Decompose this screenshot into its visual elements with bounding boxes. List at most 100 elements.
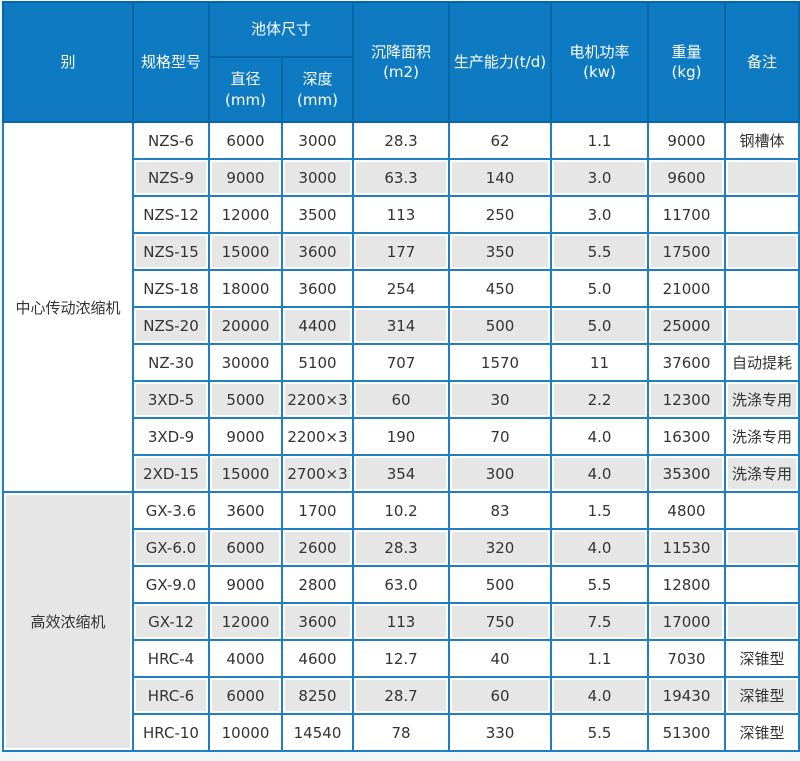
cell-remark — [724, 528, 800, 567]
header-line: 备注 — [747, 52, 778, 71]
col-header-settling-area: 沉降面积 (m2) — [352, 1, 451, 123]
cell-model: 3XD-9 — [132, 417, 210, 456]
cell-weight: 25000 — [647, 306, 727, 345]
table-row: NZS-18 18000 3600 254 450 5.0 21000 — [3, 269, 800, 308]
cell-depth: 8250 — [280, 676, 355, 715]
cell-motor-power: 2.2 — [550, 380, 650, 419]
cell-model: NZS-6 — [132, 121, 210, 160]
cell-remark: 洗涤专用 — [724, 454, 800, 493]
cell-motor-power: 5.0 — [550, 306, 650, 345]
header-line: 沉降面积 — [371, 42, 432, 61]
cell-weight: 11700 — [647, 195, 727, 234]
cell-model: GX-9.0 — [132, 565, 210, 604]
cell-capacity: 83 — [448, 491, 553, 530]
cell-model: GX-3.6 — [132, 491, 210, 530]
cell-weight: 37600 — [647, 343, 727, 382]
header-line: (mm) — [225, 90, 266, 109]
category-cell: 中心传动浓缩机 — [2, 121, 134, 493]
cell-motor-power: 1.1 — [550, 639, 650, 678]
cell-remark — [724, 269, 800, 308]
table-row: 3XD-9 9000 2200×3 190 70 4.0 16300 洗涤专用 — [3, 417, 800, 456]
cell-motor-power: 3.0 — [550, 195, 650, 234]
table-row: GX-6.0 6000 2600 28.3 320 4.0 11530 — [3, 528, 800, 567]
cell-settling-area: 314 — [352, 306, 451, 345]
cell-motor-power: 11 — [550, 343, 650, 382]
cell-depth: 14540 — [280, 713, 355, 752]
cell-diameter: 12000 — [208, 195, 283, 234]
cell-diameter: 9000 — [208, 565, 283, 604]
cell-capacity: 300 — [448, 454, 553, 493]
cell-weight: 16300 — [647, 417, 727, 456]
col-header-model: 规格型号 — [132, 1, 210, 123]
cell-remark: 深锥型 — [724, 639, 800, 678]
cell-diameter: 4000 — [208, 639, 283, 678]
header-line: (kw) — [583, 63, 616, 81]
cell-depth: 4600 — [280, 639, 355, 678]
cell-diameter: 12000 — [208, 602, 283, 641]
cell-settling-area: 707 — [352, 343, 451, 382]
cell-settling-area: 28.7 — [352, 676, 451, 715]
cell-motor-power: 4.0 — [550, 417, 650, 456]
cell-diameter: 6000 — [208, 121, 283, 160]
cell-weight: 12800 — [647, 565, 727, 604]
cell-depth: 3600 — [280, 269, 355, 308]
col-header-pool-size-group: 池体尺寸 — [207, 1, 355, 58]
cell-settling-area: 254 — [352, 269, 451, 308]
cell-settling-area: 354 — [352, 454, 451, 493]
cell-depth: 5100 — [280, 343, 355, 382]
cell-remark: 钢槽体 — [724, 121, 800, 160]
cell-remark — [724, 491, 800, 530]
cell-remark: 自动提耗 — [724, 343, 800, 382]
cell-settling-area: 28.3 — [352, 121, 451, 160]
header-line: 重量 — [671, 42, 702, 61]
cell-motor-power: 1.1 — [550, 121, 650, 160]
cell-model: NZS-12 — [132, 195, 210, 234]
cell-settling-area: 10.2 — [352, 491, 451, 530]
header-line: 生产能力(t/d) — [453, 52, 547, 71]
cell-depth: 3000 — [280, 121, 355, 160]
cell-remark — [724, 565, 800, 604]
cell-remark — [724, 602, 800, 641]
header-line: 直径 — [230, 70, 261, 89]
cell-depth: 3500 — [280, 195, 355, 234]
cell-depth: 2200×3 — [280, 380, 355, 419]
cell-depth: 2200×3 — [280, 417, 355, 456]
table-header: 别 规格型号 池体尺寸 沉降面积 (m2) 生产能力(t/d) 电机功率 (kw… — [2, 1, 800, 123]
header-line: 深度(mm) — [297, 70, 338, 109]
cell-capacity: 500 — [448, 565, 553, 604]
cell-capacity: 750 — [448, 602, 553, 641]
cell-diameter: 3600 — [208, 491, 283, 530]
cell-weight: 17500 — [647, 232, 727, 271]
table-row: HRC-10 10000 14540 78 330 5.5 51300 深锥型 — [3, 713, 800, 752]
table-body: 中心传动浓缩机 NZS-6 6000 3000 28.3 62 1.1 9000 钢槽体 NZS-… — [2, 121, 800, 752]
table-row: HRC-4 4000 4600 12.7 40 1.1 7030 深锥型 — [3, 639, 800, 678]
col-header-depth: 深度(mm) — [280, 56, 355, 123]
cell-motor-power: 4.0 — [550, 528, 650, 567]
cell-model: GX-12 — [132, 602, 210, 641]
cell-depth: 2800 — [280, 565, 355, 604]
table-row: GX-9.0 9000 2800 63.0 500 5.5 12800 — [3, 565, 800, 604]
cell-model: 2XD-15 — [132, 454, 210, 493]
header-line: (m2) — [383, 63, 419, 81]
cell-settling-area: 63.3 — [352, 158, 451, 197]
cell-motor-power: 4.0 — [550, 676, 650, 715]
cell-remark — [724, 306, 800, 345]
header-line: (kg) — [671, 63, 702, 81]
cell-capacity: 320 — [448, 528, 553, 567]
table-row: NZS-9 9000 3000 63.3 140 3.0 9600 — [3, 158, 800, 197]
cell-settling-area: 113 — [352, 195, 451, 234]
cell-depth: 3600 — [280, 232, 355, 271]
cell-weight: 7030 — [647, 639, 727, 678]
cell-motor-power: 3.0 — [550, 158, 650, 197]
table-row: HRC-6 6000 8250 28.7 60 4.0 19430 深锥型 — [3, 676, 800, 715]
cell-motor-power: 5.5 — [550, 713, 650, 752]
cell-depth: 4400 — [280, 306, 355, 345]
cell-remark — [724, 232, 800, 271]
cell-model: GX-6.0 — [132, 528, 210, 567]
cell-settling-area: 78 — [352, 713, 451, 752]
cell-weight: 35300 — [647, 454, 727, 493]
cell-depth: 1700 — [280, 491, 355, 530]
cell-model: HRC-10 — [132, 713, 210, 752]
cell-settling-area: 63.0 — [352, 565, 451, 604]
